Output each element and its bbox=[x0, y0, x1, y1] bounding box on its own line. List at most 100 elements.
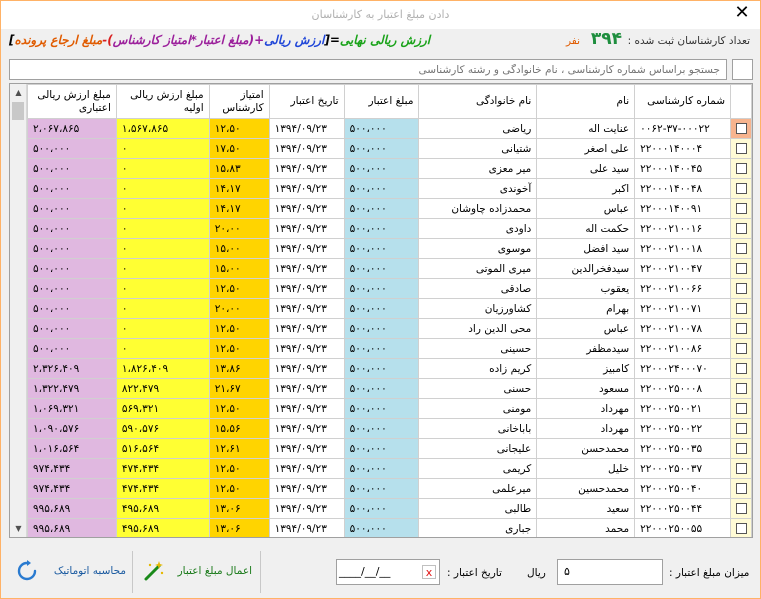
row-checkbox[interactable] bbox=[735, 223, 747, 234]
table-row[interactable]: ۲۲۰۰۰۲۱۰۰۸۶ سیدمظفر حسینی ۵۰۰،۰۰۰ ۱۳۹۴/۰۹/۲۳… bbox=[27, 338, 752, 359]
clear-date-icon[interactable]: x bbox=[422, 565, 436, 579]
select-all-checkbox[interactable] bbox=[732, 59, 753, 80]
row-checkbox-cell[interactable] bbox=[730, 358, 752, 379]
row-checkbox[interactable] bbox=[735, 343, 747, 354]
row-checkbox-cell[interactable] bbox=[730, 378, 752, 399]
close-icon[interactable]: ✕ bbox=[734, 2, 750, 23]
row-checkbox-cell[interactable] bbox=[730, 418, 752, 439]
table-row[interactable]: ۲۲۰۰۰۲۱۰۰۱۶ حکمت اله داودی ۵۰۰،۰۰۰ ۱۳۹۴/۰۹/۲… bbox=[27, 218, 752, 239]
row-checkbox-cell[interactable] bbox=[730, 178, 752, 199]
table-row[interactable]: ۲۲۰۰۰۲۱۰۰۶۶ یعقوب صادقی ۵۰۰،۰۰۰ ۱۳۹۴/۰۹/۲۳ ۱۲… bbox=[27, 278, 752, 299]
col-score[interactable]: امتیاز کارشناس bbox=[208, 84, 270, 119]
row-checkbox-cell[interactable] bbox=[730, 518, 752, 537]
cell-score: ۲۰،۰۰ bbox=[208, 298, 270, 319]
col-date[interactable]: تاریخ اعتبار bbox=[268, 84, 345, 119]
row-checkbox[interactable] bbox=[735, 423, 747, 434]
col-initial-value[interactable]: مبلغ ارزش ریالی اولیه bbox=[115, 84, 210, 119]
row-checkbox[interactable] bbox=[735, 463, 747, 474]
formula-plus: +( bbox=[248, 33, 265, 47]
table-row[interactable]: ۲۲۰۰۰۲۵۰۰۲۱ مهرداد مومنی ۵۰۰،۰۰۰ ۱۳۹۴/۰۹/۲۳ ۱… bbox=[27, 398, 752, 419]
row-checkbox-cell[interactable] bbox=[730, 398, 752, 419]
table-row[interactable]: ۲۲۰۰۰۱۴۰۰۴۸ اکبر آخوندی ۵۰۰،۰۰۰ ۱۳۹۴/۰۹/۲۳ ۱۴… bbox=[27, 178, 752, 199]
cell-number: ۲۲۰۰۰۲۵۰۰۴۰ bbox=[634, 478, 732, 499]
row-checkbox-cell[interactable] bbox=[730, 498, 752, 519]
credit-amount-field[interactable]: ۵ bbox=[557, 559, 663, 585]
table-row[interactable]: ۲۲۰۰۰۲۱۰۰۷۸ عباس محی الدین راد ۵۰۰،۰۰۰ ۱۳۹۴/… bbox=[27, 318, 752, 339]
col-final-value[interactable]: مبلغ ارزش ریالی اعتباری bbox=[27, 84, 117, 119]
table-row[interactable]: ۲۲۰۰۰۱۴۰۰۴۵ سید علی میر معزی ۵۰۰،۰۰۰ ۱۳۹۴/۰۹… bbox=[27, 158, 752, 179]
row-checkbox[interactable] bbox=[735, 263, 747, 274]
row-checkbox[interactable] bbox=[735, 403, 747, 414]
table-row[interactable]: ۲۲۰۰۰۲۴۰۰۰۷۰ کامبیز کریم زاده ۵۰۰،۰۰۰ ۱۳۹۴/۰… bbox=[27, 358, 752, 379]
scroll-up-icon[interactable]: ▲ bbox=[15, 88, 22, 97]
row-checkbox[interactable] bbox=[735, 283, 747, 294]
row-checkbox-cell[interactable] bbox=[730, 458, 752, 479]
row-checkbox-cell[interactable] bbox=[730, 138, 752, 159]
cell-score: ۱۲،۵۰ bbox=[208, 318, 270, 339]
table-row[interactable]: ۲۲۰۰۰۲۱۰۰۴۷ سیدفخرالدین میری الموتی ۵۰۰،۰۰۰… bbox=[27, 258, 752, 279]
row-checkbox-cell[interactable] bbox=[730, 278, 752, 299]
cell-first-name: محمدحسین bbox=[536, 478, 636, 499]
row-checkbox-cell[interactable] bbox=[730, 158, 752, 179]
apply-credit-button[interactable]: اعمال مبلغ اعتبار bbox=[136, 551, 261, 593]
cell-number: ۲۲۰۰۰۱۴۰۰۹۱ bbox=[634, 198, 732, 219]
scroll-thumb[interactable] bbox=[12, 102, 24, 120]
search-input[interactable] bbox=[9, 59, 727, 80]
row-checkbox[interactable] bbox=[735, 323, 747, 334]
experts-table: شماره کارشناسی نام نام خانوادگی مبلغ اعت… bbox=[27, 84, 752, 537]
table-row[interactable]: ۲۲۰۰۰۲۵۰۰۳۷ خلیل کریمی ۵۰۰،۰۰۰ ۱۳۹۴/۰۹/۲۳ ۱۲،… bbox=[27, 458, 752, 479]
row-checkbox-cell[interactable] bbox=[730, 298, 752, 319]
rial-unit: ریال bbox=[527, 567, 546, 579]
row-checkbox-cell[interactable] bbox=[730, 438, 752, 459]
row-checkbox[interactable] bbox=[735, 523, 747, 534]
scroll-down-icon[interactable]: ▼ bbox=[15, 524, 22, 533]
row-checkbox[interactable] bbox=[735, 203, 747, 214]
table-row[interactable]: ۲۲۰۰۰۲۵۰۰۵۵ محمد جباری ۵۰۰،۰۰۰ ۱۳۹۴/۰۹/۲۳ ۱۳،… bbox=[27, 518, 752, 537]
row-checkbox[interactable] bbox=[735, 443, 747, 454]
table-row[interactable]: ۲۲۰۰۰۲۵۰۰۲۲ مهرداد باباخانی ۵۰۰،۰۰۰ ۱۳۹۴/۰۹/… bbox=[27, 418, 752, 439]
table-row[interactable]: ۲۲۰۰۰۲۵۰۰۳۵ محمدحسن علیجانی ۵۰۰،۰۰۰ ۱۳۹۴/۰۹/… bbox=[27, 438, 752, 459]
row-checkbox-cell[interactable] bbox=[730, 218, 752, 239]
row-checkbox-cell[interactable] bbox=[730, 338, 752, 359]
row-checkbox-cell[interactable] bbox=[730, 258, 752, 279]
cell-amount: ۵۰۰،۰۰۰ bbox=[343, 478, 420, 499]
row-checkbox-cell[interactable] bbox=[730, 478, 752, 499]
row-checkbox[interactable] bbox=[735, 123, 747, 134]
cell-first-name: عباس bbox=[536, 198, 636, 219]
row-checkbox[interactable] bbox=[735, 163, 747, 174]
row-checkbox[interactable] bbox=[735, 303, 747, 314]
col-last-name[interactable]: نام خانوادگی bbox=[418, 84, 538, 119]
table-row[interactable]: ۲۲۰۰۰۱۴۰۰۰۴ علی اصغر شتیانی ۵۰۰،۰۰۰ ۱۳۹۴/۰۹/… bbox=[27, 138, 752, 159]
cell-last-name: مومنی bbox=[418, 398, 538, 419]
table-row[interactable]: ۲۲۰۰۰۲۱۰۰۷۱ بهرام کشاورزیان ۵۰۰،۰۰۰ ۱۳۹۴/۰۹/… bbox=[27, 298, 752, 319]
col-first-name[interactable]: نام bbox=[536, 84, 636, 119]
vertical-scrollbar[interactable]: ▲ ▼ bbox=[10, 84, 27, 537]
table-row[interactable]: ۰۰۶۲-۳۷-۰۰۰۲۲ عنایت اله ریاضی ۵۰۰،۰۰۰ ۱۳۹۴/۰… bbox=[27, 118, 752, 139]
table-row[interactable]: ۲۲۰۰۰۲۱۰۰۱۸ سید افضل موسوی ۵۰۰،۰۰۰ ۱۳۹۴/۰۹/۲… bbox=[27, 238, 752, 259]
auto-calculate-button[interactable]: محاسبه اتوماتیک bbox=[9, 551, 133, 593]
row-checkbox-cell[interactable] bbox=[730, 118, 752, 139]
table-row[interactable]: ۲۲۰۰۰۲۵۰۰۰۸ مسعود حسنی ۵۰۰،۰۰۰ ۱۳۹۴/۰۹/۲۳ ۲۱،… bbox=[27, 378, 752, 399]
table-row[interactable]: ۲۲۰۰۰۲۵۰۰۴۴ سعید طالبی ۵۰۰،۰۰۰ ۱۳۹۴/۰۹/۲۳ ۱۳،… bbox=[27, 498, 752, 519]
row-checkbox-cell[interactable] bbox=[730, 198, 752, 219]
cell-last-name: کشاورزیان bbox=[418, 298, 538, 319]
row-checkbox-cell[interactable] bbox=[730, 238, 752, 259]
row-checkbox[interactable] bbox=[735, 183, 747, 194]
row-checkbox[interactable] bbox=[735, 383, 747, 394]
row-checkbox[interactable] bbox=[735, 143, 747, 154]
row-checkbox[interactable] bbox=[735, 243, 747, 254]
col-number[interactable]: شماره کارشناسی bbox=[634, 84, 732, 119]
cell-number: ۲۲۰۰۰۲۱۰۰۶۶ bbox=[634, 278, 732, 299]
cell-last-name: شتیانی bbox=[418, 138, 538, 159]
row-checkbox[interactable] bbox=[735, 503, 747, 514]
table-row[interactable]: ۲۲۰۰۰۲۵۰۰۴۰ محمدحسین میرعلمی ۵۰۰،۰۰۰ ۱۳۹۴/۰۹… bbox=[27, 478, 752, 499]
row-checkbox-cell[interactable] bbox=[730, 318, 752, 339]
row-checkbox[interactable] bbox=[735, 363, 747, 374]
table-row[interactable]: ۲۲۰۰۰۱۴۰۰۹۱ عباس محمدزاده چاوشان ۵۰۰،۰۰۰ ۱۳۹… bbox=[27, 198, 752, 219]
row-checkbox[interactable] bbox=[735, 483, 747, 494]
col-amount[interactable]: مبلغ اعتبار bbox=[343, 84, 420, 119]
cell-date: ۱۳۹۴/۰۹/۲۳ bbox=[268, 498, 345, 519]
cell-number: ۲۲۰۰۰۱۴۰۰۴۵ bbox=[634, 158, 732, 179]
credit-date-field[interactable]: ____/__/__ x bbox=[336, 559, 440, 585]
